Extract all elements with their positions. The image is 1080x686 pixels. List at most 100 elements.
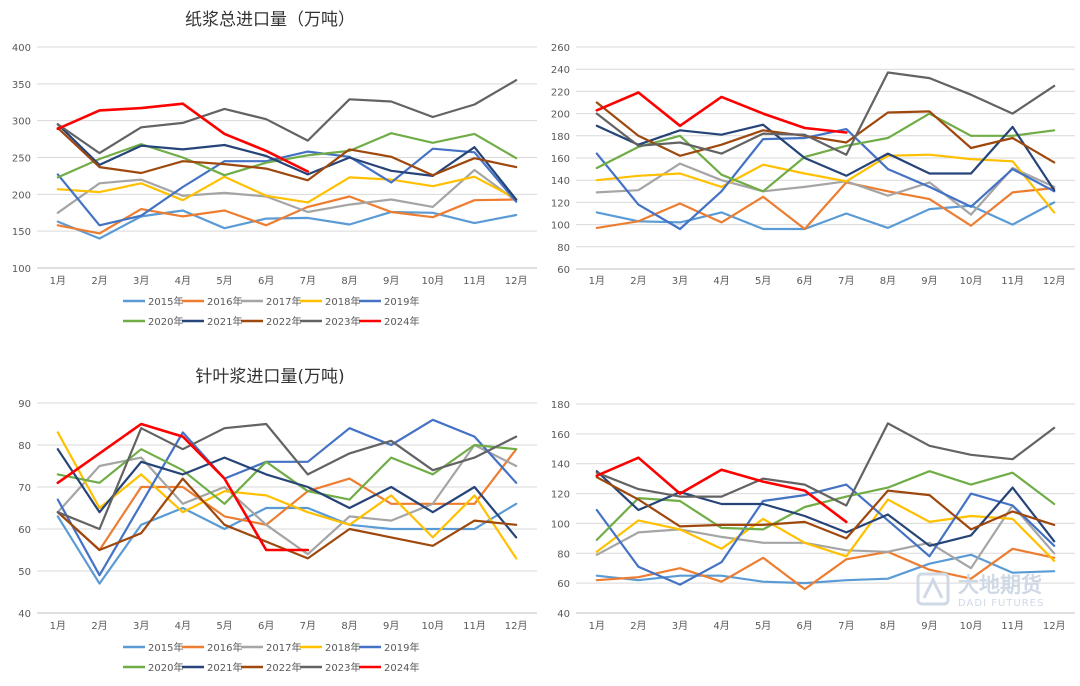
legend-label: 2016年 xyxy=(207,641,242,654)
x-tick-label: 4月 xyxy=(175,275,191,287)
legend-item: 2018年 xyxy=(300,295,360,308)
legend-label: 2018年 xyxy=(325,641,360,654)
series-line-2022年 xyxy=(595,476,1056,540)
x-tick-label: 2月 xyxy=(91,275,107,287)
y-tick-label: 260 xyxy=(551,43,570,54)
series-line-2020年 xyxy=(56,132,518,179)
legend-label: 2020年 xyxy=(148,315,183,328)
series-line-2015年 xyxy=(595,201,1056,231)
x-tick-label: 11月 xyxy=(463,620,486,632)
y-tick-label: 70 xyxy=(18,483,31,494)
legend-item: 2016年 xyxy=(182,641,242,654)
series-line-2020年 xyxy=(595,112,1056,193)
y-tick-label: 240 xyxy=(551,65,570,76)
x-tick-label: 3月 xyxy=(133,620,149,632)
series-line-2015年 xyxy=(56,502,518,585)
legend-label: 2020年 xyxy=(148,661,183,674)
series-line-2022年 xyxy=(595,101,1056,164)
x-tick-label: 10月 xyxy=(421,620,444,632)
x-tick-label: 7月 xyxy=(838,620,854,632)
legend-label: 2018年 xyxy=(325,295,360,308)
legend-label: 2019年 xyxy=(384,641,419,654)
series-line-2019年 xyxy=(56,147,518,227)
y-tick-label: 150 xyxy=(12,227,31,238)
legend-label: 2017年 xyxy=(266,295,301,308)
x-tick-label: 7月 xyxy=(300,620,316,632)
x-tick-label: 2月 xyxy=(91,620,107,632)
x-tick-label: 3月 xyxy=(672,620,688,632)
y-tick-label: 200 xyxy=(551,110,570,121)
legend-item: 2018年 xyxy=(300,641,360,654)
x-tick-label: 2月 xyxy=(630,275,646,287)
x-tick-label: 9月 xyxy=(383,275,399,287)
legend-item: 2024年 xyxy=(359,661,419,674)
series-line-2017年 xyxy=(595,162,1056,216)
x-tick-label: 4月 xyxy=(713,620,729,632)
x-tick-label: 11月 xyxy=(463,275,486,287)
x-tick-label: 12月 xyxy=(1043,275,1066,287)
legend-item: 2015年 xyxy=(123,295,183,308)
chart-panel-4: 阔叶浆进口量（万吨）4060801001201401601801月2月3月4月5… xyxy=(551,400,1075,632)
x-tick-label: 1月 xyxy=(589,275,605,287)
x-tick-label: 4月 xyxy=(175,620,191,632)
x-tick-label: 12月 xyxy=(505,620,528,632)
series-line-2015年 xyxy=(56,209,518,240)
x-tick-label: 11月 xyxy=(1001,620,1024,632)
legend-label: 2016年 xyxy=(207,295,242,308)
series-line-2023年 xyxy=(595,422,1056,507)
watermark-subtext: DADI FUTURES xyxy=(958,598,1044,609)
series-line-2023年 xyxy=(595,71,1056,156)
watermark-logo-icon xyxy=(916,572,950,606)
series-line-2019年 xyxy=(595,128,1056,231)
series-line-2017年 xyxy=(56,443,518,556)
y-tick-label: 40 xyxy=(18,609,31,620)
legend-label: 2015年 xyxy=(148,641,183,654)
series-line-2019年 xyxy=(595,483,1056,586)
series-line-2022年 xyxy=(56,126,518,182)
series-line-2024年 xyxy=(56,102,310,173)
x-tick-label: 12月 xyxy=(1043,620,1066,632)
series-line-2023年 xyxy=(56,422,518,531)
y-tick-label: 60 xyxy=(18,525,31,536)
y-tick-label: 120 xyxy=(551,490,570,501)
y-tick-label: 60 xyxy=(557,579,570,590)
y-tick-label: 180 xyxy=(551,400,570,411)
x-tick-label: 4月 xyxy=(713,275,729,287)
legend-label: 2023年 xyxy=(325,315,360,328)
legend-label: 2017年 xyxy=(266,641,301,654)
x-tick-label: 10月 xyxy=(960,620,983,632)
x-tick-label: 5月 xyxy=(216,275,232,287)
legend-item: 2023年 xyxy=(300,661,360,674)
x-tick-label: 2月 xyxy=(630,620,646,632)
legend-item: 2023年 xyxy=(300,315,360,328)
series-line-2020年 xyxy=(595,470,1056,541)
series-line-2017年 xyxy=(595,504,1056,570)
series-line-2016年 xyxy=(56,448,518,552)
series-line-2024年 xyxy=(56,422,310,552)
y-tick-label: 90 xyxy=(18,399,31,410)
x-tick-label: 6月 xyxy=(797,275,813,287)
x-tick-label: 1月 xyxy=(50,275,66,287)
legend-item: 2020年 xyxy=(123,661,183,674)
y-tick-label: 100 xyxy=(12,264,31,275)
x-tick-label: 6月 xyxy=(797,620,813,632)
y-tick-label: 400 xyxy=(12,43,31,54)
y-tick-label: 50 xyxy=(18,567,31,578)
x-tick-label: 6月 xyxy=(258,620,274,632)
legend-item: 2022年 xyxy=(241,661,301,674)
chart-panel-3: 针叶浆进口量(万吨) 40 50 60 70 80 90 1月 2月 3月 4月 5月 6月 7月 8月 9月… xyxy=(18,367,537,674)
chart-panel-1: 纸浆总进口量（万吨） 100 150 200 250 300 350 400 1月 2月 3月 4月 5… xyxy=(12,10,537,328)
x-tick-label: 8月 xyxy=(880,275,896,287)
series-line-2021年 xyxy=(56,448,518,539)
legend-item: 2019年 xyxy=(359,641,419,654)
x-tick-label: 9月 xyxy=(921,275,937,287)
y-tick-label: 40 xyxy=(557,609,570,620)
y-tick-label: 100 xyxy=(551,221,570,232)
legend-label: 2019年 xyxy=(384,295,419,308)
y-tick-label: 80 xyxy=(557,243,570,254)
legend-item: 2021年 xyxy=(182,661,242,674)
legend-label: 2023年 xyxy=(325,661,360,674)
series-line-2017年 xyxy=(56,168,518,214)
y-tick-label: 220 xyxy=(551,87,570,98)
series-line-2018年 xyxy=(56,175,518,204)
